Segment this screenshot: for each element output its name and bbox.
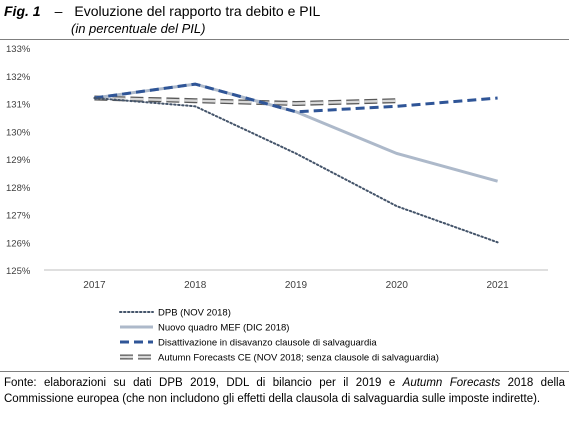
source-rule [0, 371, 569, 372]
figure-label: Fig. 1 [4, 3, 41, 19]
source-text-1: Fonte: elaborazioni su dati DPB 2019, DD… [4, 377, 403, 389]
y-tick-label: 126% [6, 238, 31, 249]
y-tick-label: 128% [6, 183, 31, 194]
y-tick-label: 125% [6, 266, 31, 277]
figure-title-row: Fig. 1– Evoluzione del rapporto tra debit… [4, 3, 320, 19]
y-tick-label: 132% [6, 72, 31, 83]
x-tick-label: 2021 [486, 280, 509, 291]
debt-gdp-line-chart: 125% 126% 127% 128% 129% 130% 131% 132% 133% 2017… [6, 44, 548, 364]
legend-item-autumn-forecasts-label: Autumn Forecasts CE (NOV 2018; senza cla… [158, 353, 439, 364]
x-tick-label: 2018 [184, 280, 207, 291]
figure-title: Evoluzione del rapporto tra debito e PIL [74, 3, 321, 19]
y-tick-label: 130% [6, 127, 31, 138]
x-tick-label: 2019 [285, 280, 308, 291]
series-line-autumn-forecasts-inner [94, 96, 397, 105]
figure-subtitle: (in percentuale del PIL) [71, 21, 206, 36]
y-tick-label: 133% [6, 44, 31, 55]
series-line-dpb [93, 97, 499, 244]
y-tick-label: 131% [6, 100, 31, 111]
title-rule [0, 39, 569, 40]
series-line-nuovo-quadro [94, 82, 498, 183]
figure-dash: – [54, 3, 63, 19]
y-tick-label: 127% [6, 211, 31, 222]
x-tick-label: 2017 [83, 280, 106, 291]
legend-item-nuovo-quadro-label: Nuovo quadro MEF (DIC 2018) [158, 323, 289, 334]
y-tick-label: 129% [6, 155, 31, 166]
x-tick-label: 2020 [386, 280, 409, 291]
legend-item-dpb-label: DPB (NOV 2018) [158, 308, 231, 319]
legend-item-disattivazione-label: Disattivazione in disavanzo clausole di … [158, 338, 377, 349]
source-text-2: 2018 della Commissione europea (che non … [4, 377, 565, 405]
source-note: Fonte: elaborazioni su dati DPB 2019, DD… [4, 375, 565, 407]
series-line-disattivazione [94, 82, 498, 114]
source-text-italic: Autumn Forecasts [402, 377, 501, 389]
